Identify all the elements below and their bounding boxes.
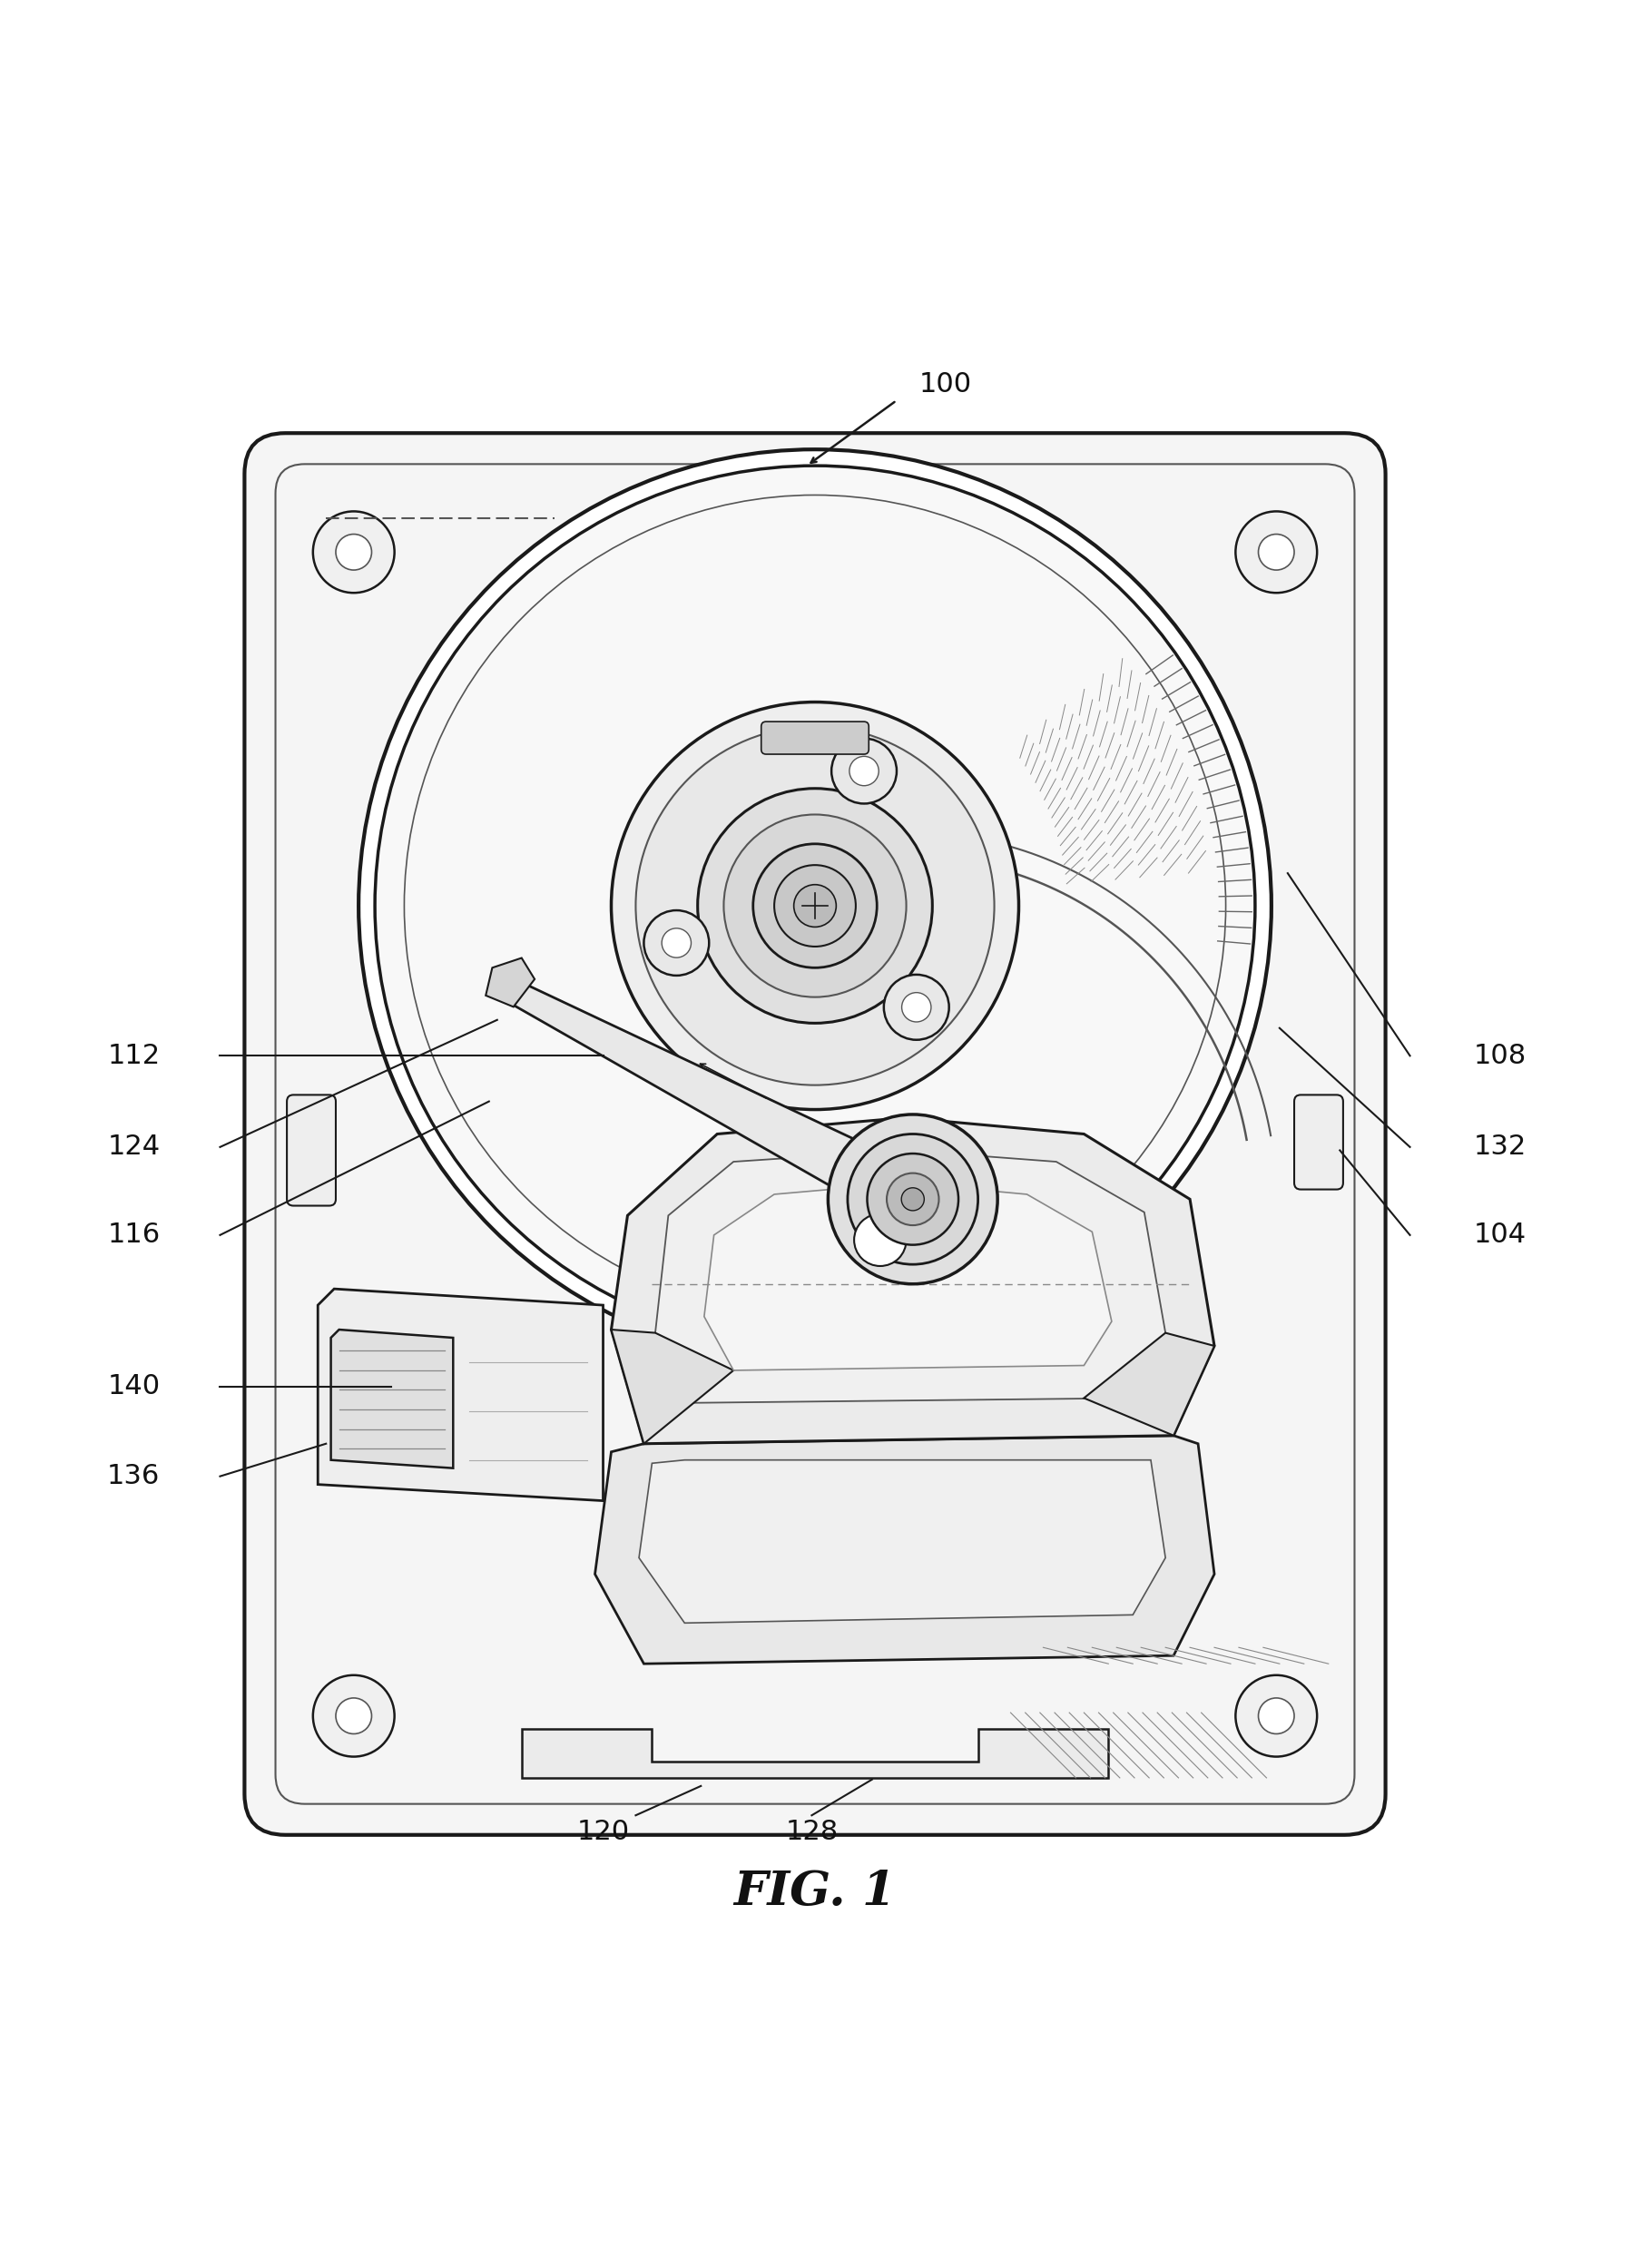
Text: 136: 136 [108,1463,160,1490]
FancyBboxPatch shape [244,433,1385,1835]
FancyBboxPatch shape [287,1095,336,1207]
Text: 108: 108 [1474,1043,1526,1068]
FancyBboxPatch shape [761,721,869,755]
Text: 100: 100 [919,372,971,397]
Circle shape [313,1676,394,1758]
Circle shape [849,755,879,785]
Text: 120: 120 [577,1819,629,1844]
Polygon shape [522,1728,1108,1778]
Polygon shape [704,1184,1112,1370]
Circle shape [828,1114,998,1284]
Polygon shape [595,1436,1214,1665]
Polygon shape [486,957,535,1007]
Circle shape [313,510,394,592]
Circle shape [336,1699,372,1733]
Circle shape [375,465,1255,1345]
Polygon shape [655,1150,1165,1404]
Circle shape [698,789,932,1023]
Polygon shape [526,991,952,1238]
Polygon shape [611,1118,1214,1445]
Circle shape [854,1213,906,1266]
Circle shape [724,814,906,998]
Polygon shape [639,1461,1165,1624]
Text: 124: 124 [108,1134,160,1161]
Text: 132: 132 [1474,1134,1526,1161]
Text: 140: 140 [108,1374,160,1399]
Circle shape [359,449,1271,1363]
Text: 104: 104 [1474,1222,1526,1247]
Polygon shape [318,1288,603,1501]
Circle shape [867,1154,958,1245]
Text: 112: 112 [108,1043,160,1068]
Polygon shape [500,978,926,1225]
Circle shape [1258,535,1294,569]
Circle shape [794,885,836,928]
Circle shape [831,739,896,803]
Circle shape [901,1188,924,1211]
Circle shape [887,1173,939,1225]
Circle shape [774,864,856,946]
Text: 128: 128 [786,1819,838,1844]
Circle shape [636,726,994,1084]
Text: FIG. 1: FIG. 1 [734,1869,896,1914]
Polygon shape [331,1329,453,1467]
Circle shape [662,928,691,957]
Polygon shape [1084,1334,1214,1436]
Circle shape [611,703,1019,1109]
Circle shape [336,535,372,569]
FancyBboxPatch shape [1294,1095,1343,1188]
Circle shape [1236,510,1317,592]
Circle shape [753,844,877,968]
Circle shape [644,909,709,975]
Circle shape [883,975,949,1039]
Circle shape [848,1134,978,1263]
Circle shape [1236,1676,1317,1758]
Circle shape [901,993,931,1023]
Circle shape [1258,1699,1294,1733]
Polygon shape [611,1329,734,1445]
Text: 116: 116 [108,1222,160,1247]
